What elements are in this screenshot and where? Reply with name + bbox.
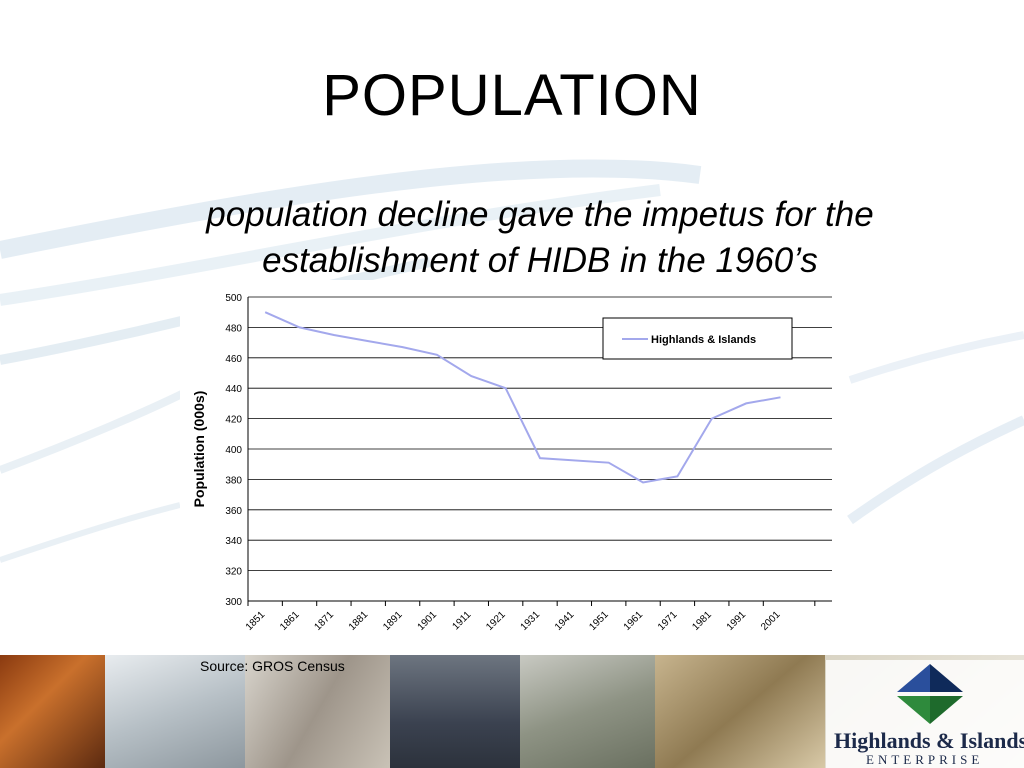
x-tick-label: 1981	[690, 609, 714, 633]
x-tick-label: 1851	[244, 609, 268, 633]
source-note: Source: GROS Census	[200, 658, 345, 674]
y-tick-label: 320	[225, 567, 242, 578]
photo-tile	[655, 655, 825, 768]
photo-tile	[0, 655, 105, 768]
y-tick-label: 360	[225, 506, 242, 517]
x-tick-label: 1971	[656, 609, 680, 633]
photo-tile	[390, 655, 520, 768]
x-tick-label: 1921	[484, 609, 508, 633]
x-tick-label: 1881	[347, 609, 371, 633]
y-tick-label: 400	[225, 445, 242, 456]
x-tick-label: 1961	[622, 609, 646, 633]
x-tick-label: 1871	[312, 609, 336, 633]
y-tick-label: 340	[225, 536, 242, 547]
logo-mark-icon	[897, 664, 963, 724]
photo-tile	[105, 655, 245, 768]
x-tick-label: 1901	[416, 609, 440, 633]
x-tick-label: 1911	[450, 609, 473, 632]
x-tick-label: 1991	[725, 609, 749, 633]
x-tick-label: 1931	[519, 609, 543, 633]
x-tick-label: 1861	[278, 609, 302, 633]
slide-title: POPULATION	[322, 63, 702, 128]
x-tick-label: 1941	[553, 609, 577, 633]
y-tick-label: 500	[225, 293, 242, 304]
y-tick-label: 440	[225, 384, 242, 395]
slide-subtitle: population decline gave the impetus for …	[206, 195, 874, 280]
y-axis-label: Population (000s)	[191, 391, 207, 508]
series-line	[264, 311, 781, 484]
y-tick-label: 300	[225, 597, 242, 608]
photo-tile	[520, 655, 655, 768]
x-tick-label: 2001	[759, 609, 783, 633]
population-chart: 300 320 340 360 380 400 420 440 460 480 500 1851 186…	[180, 280, 844, 652]
y-tick-label: 420	[225, 415, 242, 426]
y-tick-label: 380	[225, 475, 242, 486]
legend-label: Highlands & Islands	[651, 334, 756, 346]
logo-subname: ENTERPRISE	[866, 752, 984, 767]
y-tick-label: 460	[225, 354, 242, 365]
x-tick-label: 1951	[587, 609, 611, 633]
photo-tile	[245, 655, 390, 768]
logo-name: Highlands & Islands	[834, 728, 1024, 753]
x-tick-label: 1891	[381, 609, 405, 633]
chart-svg: 300 320 340 360 380 400 420 440 460 480 500 1851 186…	[191, 293, 832, 633]
y-tick-label: 480	[225, 323, 242, 334]
